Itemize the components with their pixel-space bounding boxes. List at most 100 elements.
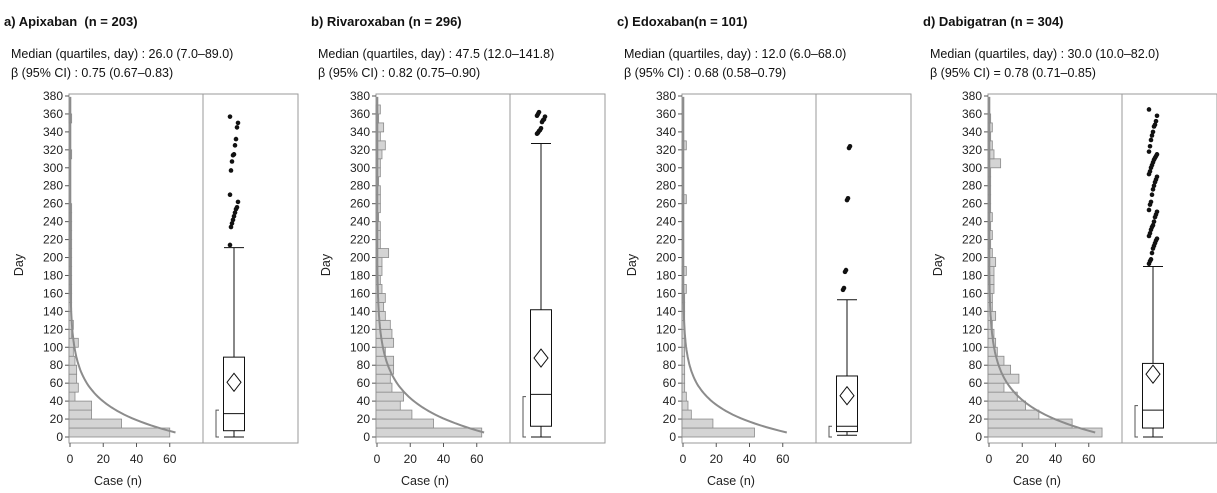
y-axis-label: Day — [625, 253, 639, 276]
y-tick-label: 40 — [357, 394, 371, 408]
x-tick-label: 40 — [743, 452, 757, 466]
y-tick-label: 220 — [656, 233, 676, 247]
fit-curve — [376, 96, 485, 434]
y-tick-label: 320 — [43, 143, 63, 157]
histogram-bar — [681, 418, 714, 429]
y-tick-label: 160 — [962, 286, 982, 300]
y-tick-label: 360 — [350, 107, 370, 121]
panel-median-stat: Median (quartiles, day) : 26.0 (7.0–89.0… — [11, 47, 233, 61]
y-tick-label: 240 — [43, 215, 63, 229]
y-tick-label: 360 — [43, 107, 63, 121]
outlier-point — [841, 285, 847, 291]
histogram-bar — [375, 373, 391, 384]
histogram-bar — [375, 310, 386, 321]
y-tick-label: 120 — [656, 322, 676, 336]
histogram-bar — [987, 400, 1026, 411]
histogram-bar — [681, 400, 689, 411]
outlier-point — [234, 204, 240, 210]
y-tick-label: 60 — [969, 376, 983, 390]
outlier-point — [1150, 187, 1156, 192]
mean-diamond — [839, 385, 855, 406]
mean-diamond — [533, 348, 549, 368]
y-tick-label: 340 — [43, 125, 63, 139]
box — [530, 309, 552, 427]
y-tick-label: 80 — [50, 358, 64, 372]
histogram-bar — [375, 328, 393, 339]
y-axis-label: Day — [931, 253, 945, 276]
x-tick-label: 60 — [776, 452, 790, 466]
outlier-point — [1147, 143, 1153, 149]
y-tick-label: 20 — [969, 412, 983, 426]
outlier-point — [1152, 122, 1158, 128]
histogram-bar — [375, 409, 413, 420]
y-tick-label: 40 — [50, 394, 64, 408]
panel-beta-stat: β (95% CI) : 0.82 (0.75–0.90) — [318, 66, 480, 80]
outlier-point — [235, 199, 241, 205]
y-tick-label: 0 — [56, 430, 63, 444]
shortest-half-bracket — [215, 409, 219, 438]
y-axis-label: Day — [319, 253, 333, 276]
panel-title: b) Rivaroxaban (n = 296) — [311, 14, 462, 29]
mean-diamond — [1145, 364, 1161, 384]
outlier-point — [227, 192, 233, 198]
outlier-point — [538, 126, 544, 131]
panel-beta-stat: β (95% CI) : 0.68 (0.58–0.79) — [624, 66, 786, 80]
panel-b: b) Rivaroxaban (n = 296) Median (quartil… — [311, 14, 606, 488]
panel-title: c) Edoxaban(n = 101) — [617, 14, 747, 29]
outlier-point — [228, 224, 234, 230]
y-tick-label: 180 — [350, 268, 370, 282]
y-tick-label: 40 — [663, 394, 677, 408]
outlier-point — [234, 125, 240, 130]
outlier-point — [1154, 174, 1160, 180]
panel-median-stat: Median (quartiles, day) : 12.0 (6.0–68.0… — [624, 47, 846, 61]
histogram-bar — [68, 346, 74, 357]
y-tick-label: 380 — [43, 89, 63, 103]
histogram-bar — [681, 364, 686, 375]
y-tick-label: 0 — [363, 430, 370, 444]
y-tick-label: 380 — [350, 89, 370, 103]
y-tick-label: 180 — [656, 268, 676, 282]
panel-title: d) Dabigatran (n = 304) — [923, 14, 1064, 29]
y-tick-label: 20 — [663, 412, 677, 426]
outlier-point — [231, 213, 237, 219]
y-tick-label: 220 — [962, 233, 982, 247]
mean-diamond — [226, 372, 242, 393]
outlier-point — [1154, 113, 1160, 119]
outlier-point — [847, 143, 853, 149]
x-tick-label: 0 — [67, 452, 74, 466]
outlier-point — [1154, 236, 1160, 241]
outlier-point — [1149, 133, 1155, 138]
y-tick-label: 140 — [43, 304, 63, 318]
y-tick-label: 100 — [350, 340, 370, 354]
x-tick-label: 20 — [97, 452, 111, 466]
y-tick-label: 240 — [962, 215, 982, 229]
y-tick-label: 0 — [975, 430, 982, 444]
histogram-bar — [987, 382, 1005, 393]
y-tick-label: 140 — [350, 304, 370, 318]
y-tick-label: 360 — [656, 107, 676, 121]
histogram-bar — [681, 409, 692, 420]
plot-frame — [681, 93, 912, 444]
panel-median-stat: Median (quartiles, day) : 47.5 (12.0–141… — [318, 47, 554, 61]
outlier-point — [536, 109, 542, 115]
outlier-point — [231, 152, 237, 157]
outlier-point — [235, 120, 241, 126]
histogram-bar — [68, 391, 76, 402]
histogram-bar — [68, 382, 79, 393]
outlier-point — [1146, 207, 1152, 213]
fit-curve — [69, 96, 176, 434]
histogram-bar — [375, 391, 405, 402]
shortest-half-bracket — [1134, 405, 1138, 438]
histogram-bar — [681, 382, 686, 393]
outlier-point — [845, 196, 851, 201]
histogram-bar — [68, 355, 76, 366]
y-tick-label: 320 — [962, 143, 982, 157]
y-tick-label: 120 — [350, 322, 370, 336]
outlier-point — [1151, 183, 1157, 189]
x-tick-label: 40 — [437, 452, 451, 466]
plot-area: 0204060801001201401601802002202402602803… — [962, 89, 1217, 466]
shortest-half-bracket — [828, 425, 832, 438]
y-tick-label: 0 — [669, 430, 676, 444]
y-tick-label: 120 — [962, 322, 982, 336]
